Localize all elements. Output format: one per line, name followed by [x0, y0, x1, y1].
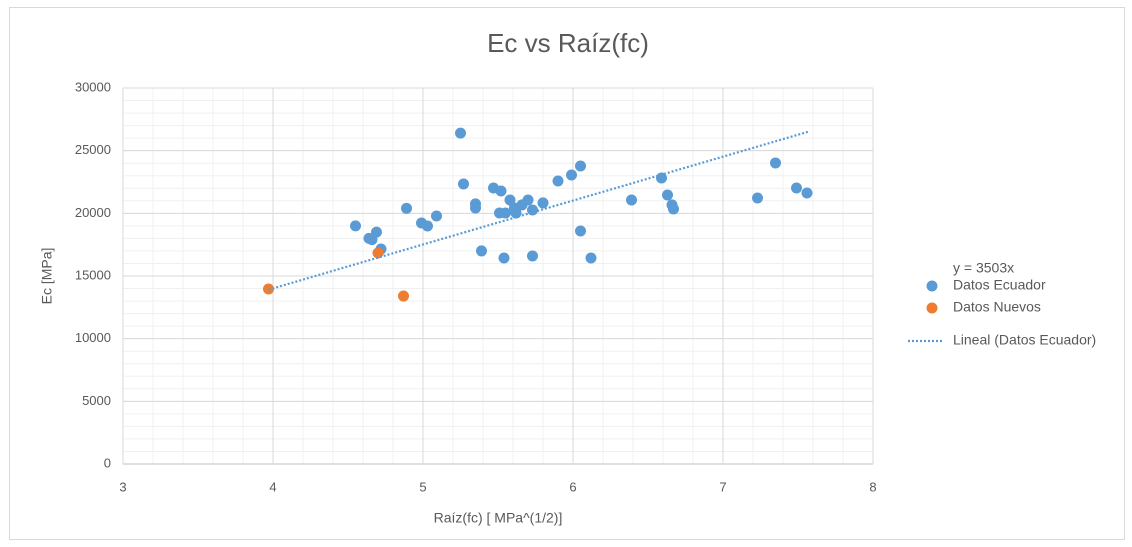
point [752, 192, 763, 204]
y-tick-label: 0 [104, 455, 111, 470]
point [770, 157, 781, 169]
x-tick-label: 5 [419, 479, 426, 494]
point [552, 175, 564, 187]
y-tick-label: 5000 [82, 393, 111, 408]
point [372, 247, 384, 259]
x-tick-label: 7 [719, 479, 726, 494]
point [527, 204, 538, 216]
legend-label: Datos Ecuador [953, 277, 1046, 293]
x-tick-label: 3 [119, 479, 126, 494]
y-tick-label: 15000 [75, 267, 111, 282]
point [401, 202, 412, 214]
trendline-equation: y = 3503x [953, 260, 1014, 276]
x-tick-label: 4 [269, 479, 276, 494]
x-tick-label: 6 [569, 479, 576, 494]
legend-label: Lineal (Datos Ecuador) [953, 332, 1096, 348]
point [585, 252, 597, 264]
point [398, 290, 409, 302]
chart-border [9, 7, 1125, 540]
y-axis-title: Ec [MPa] [39, 248, 55, 305]
point [498, 252, 510, 264]
point [575, 225, 586, 237]
point [522, 194, 534, 206]
point [455, 127, 466, 139]
point [668, 203, 679, 215]
point [566, 169, 577, 181]
point [626, 194, 637, 206]
point [801, 187, 813, 199]
legend-marker [926, 302, 938, 314]
point [791, 182, 802, 194]
point [527, 250, 538, 262]
point [431, 210, 442, 222]
y-tick-label: 10000 [75, 330, 111, 345]
chart-title: Ec vs Raíz(fc) [487, 28, 649, 58]
point [662, 189, 673, 201]
point [495, 185, 507, 197]
y-tick-label: 30000 [75, 79, 111, 94]
legend-marker [926, 280, 938, 292]
x-axis-title: Raíz(fc) [ MPa^(1/2)] [434, 510, 563, 526]
point [575, 160, 586, 172]
point [371, 226, 382, 238]
y-tick-label: 20000 [75, 205, 111, 220]
point [470, 202, 481, 214]
point [500, 207, 511, 219]
point [476, 245, 487, 257]
point [656, 172, 667, 184]
point [350, 220, 361, 232]
point [537, 197, 549, 209]
point [458, 178, 469, 190]
trendline [268, 130, 809, 291]
x-tick-label: 8 [869, 479, 876, 494]
y-tick-label: 25000 [75, 142, 111, 157]
legend-label: Datos Nuevos [953, 299, 1041, 315]
point [422, 220, 433, 232]
